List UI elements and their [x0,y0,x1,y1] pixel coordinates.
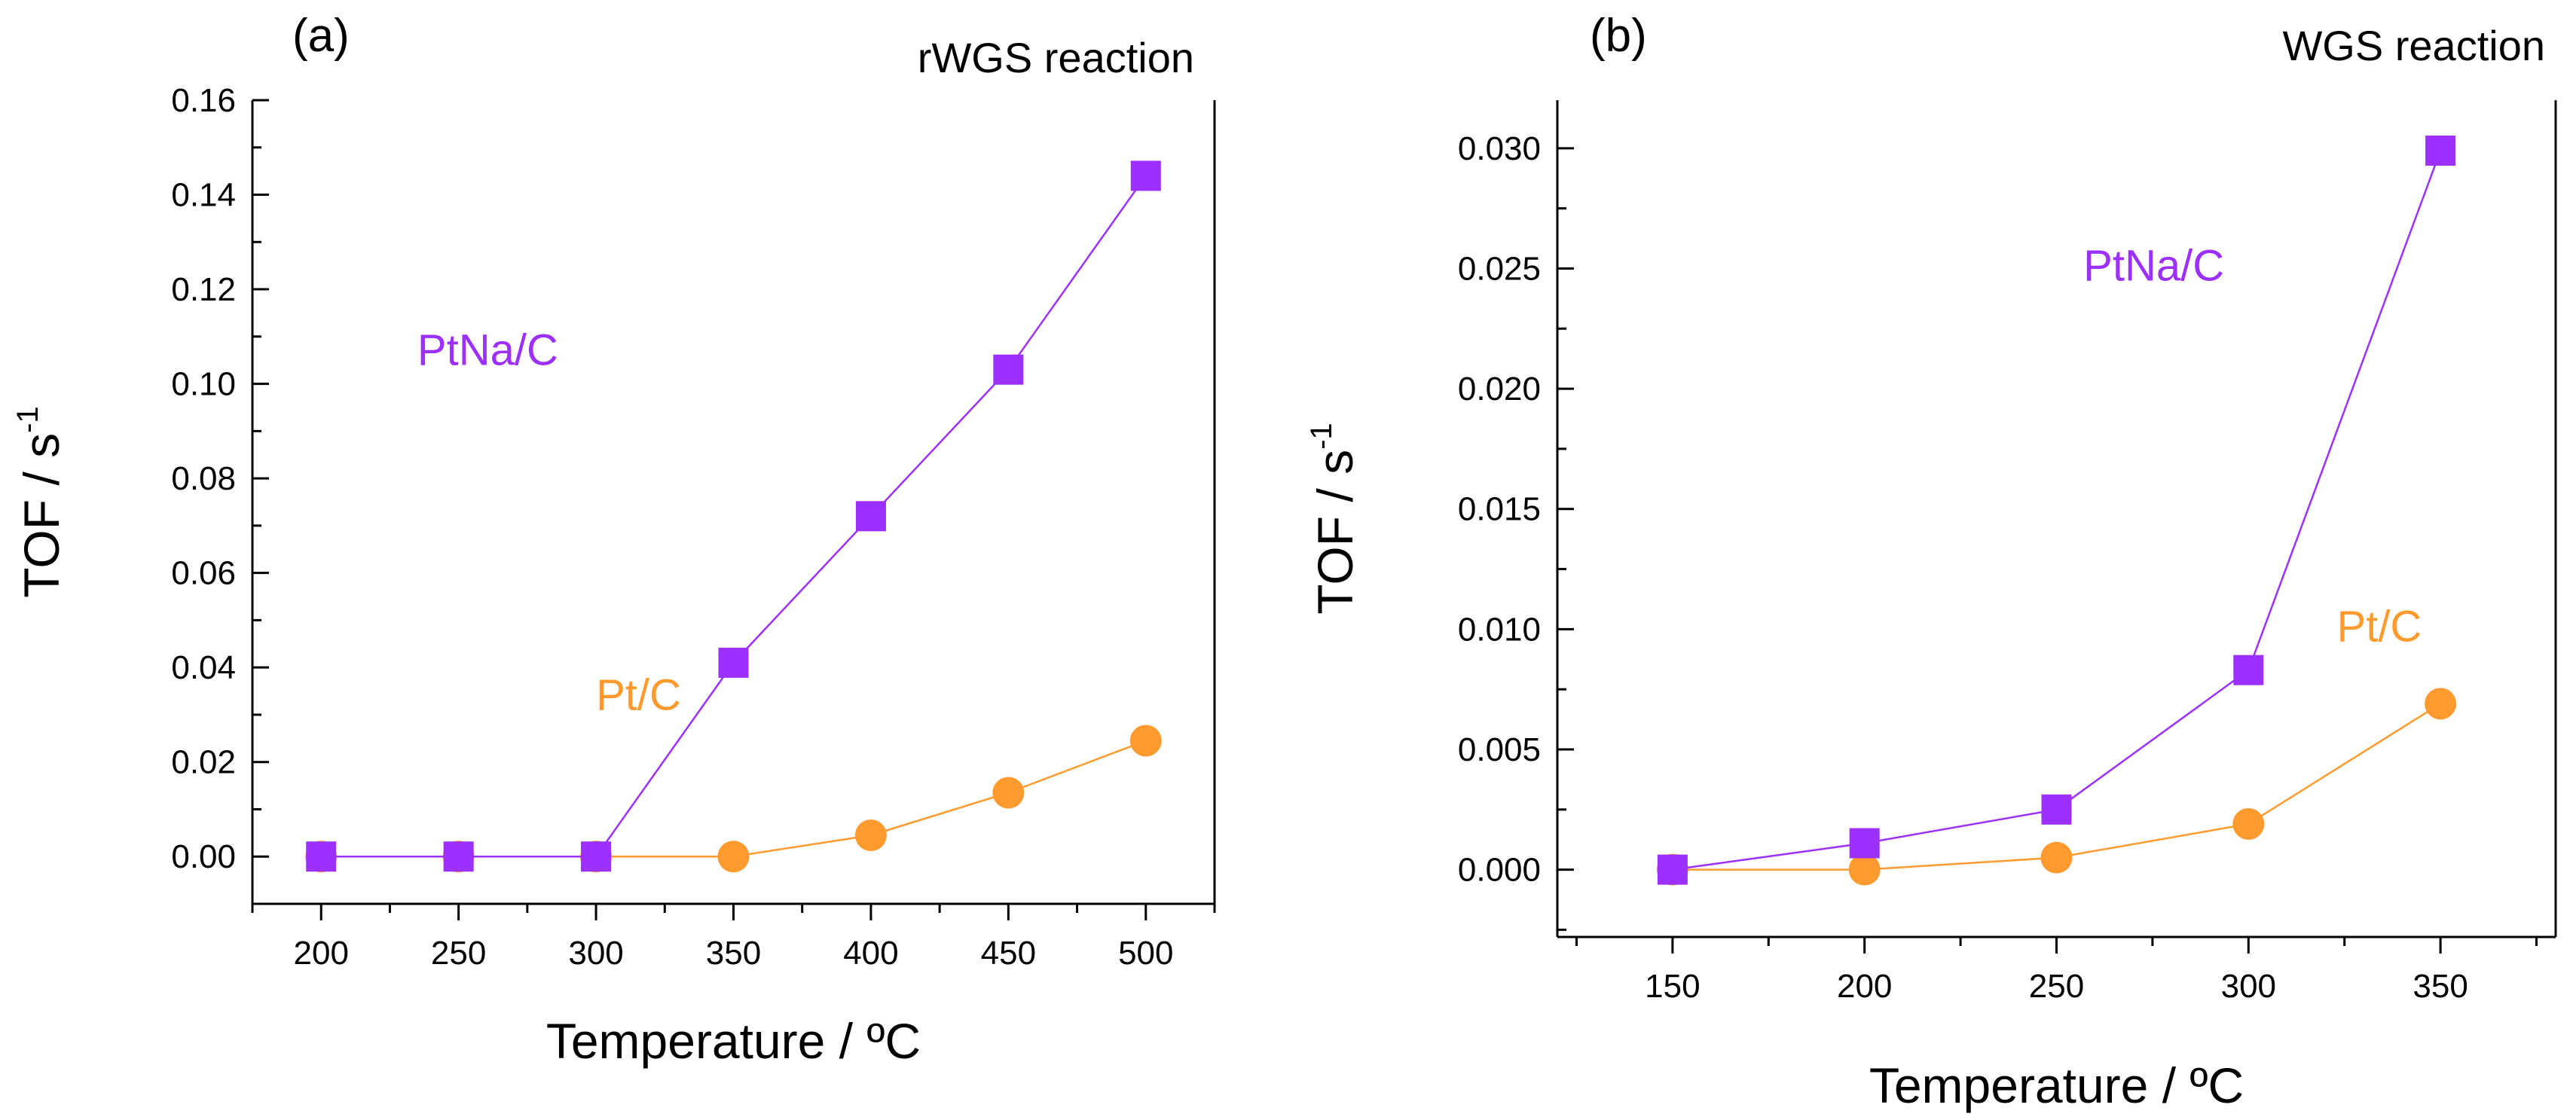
panel-a-x-tick-label: 300 [568,935,623,972]
panel-b-wgs-chart: 150 200 250 300 350 0.000 0.005 0.010 0.015 0.020… [1305,10,2557,1113]
panel-b-y-tick-label: 0.015 [1458,491,1541,528]
panel-a-x-tick-label: 500 [1118,935,1173,972]
panel-b-x-tick-label: 250 [2029,968,2084,1005]
panel-b-x-tick-label: 200 [1837,968,1892,1005]
panel-a-y-tick-label: 0.08 [171,460,236,497]
panel-a-y-axis-title-main: TOF / s [14,433,69,598]
panel-a-series-label: PtNa/C [417,325,558,374]
panel-b-data-point-square [1657,854,1688,885]
panel-a-series-line [321,175,1147,858]
panel-a-title: rWGS reaction [918,34,1194,81]
panel-b-x-tick-label: 150 [1645,968,1700,1005]
panel-a-series-pt-c [305,725,1162,873]
panel-b-y-tick-label: 0.005 [1458,731,1541,768]
panel-b-axes-frame [1556,100,2557,954]
panel-a-data-point-square [581,841,612,872]
panel-a-series-ptna-c [306,160,1161,872]
panel-b-series-line [1672,150,2442,871]
panel-a-data-point-square [855,501,886,532]
panel-a-y-tick-label: 0.16 [171,82,236,119]
panel-b-data-point-circle [1848,853,1881,886]
panel-a-data-point-square [718,647,749,678]
panel-b-series-label: Pt/C [2337,602,2422,651]
panel-a-data-point-circle [992,777,1025,809]
panel-b-data-point-square [2233,655,2264,685]
panel-a-y-tick-label: 0.10 [171,366,236,403]
panel-a-axes-frame [251,99,1216,920]
panel-a-x-tick-label: 250 [431,935,486,972]
panel-a-data-point-circle [854,819,887,851]
panel-b-series-ptna-c [1657,136,2456,885]
panel-a-x-tick-label: 350 [706,935,761,972]
panel-b-data-point-square [1849,828,1880,859]
panel-b-y-axis-title: TOF / s-1 [1305,423,1363,614]
panel-a-y-tick-label: 0.00 [171,838,236,875]
panel-a-data-point-square [1130,160,1161,191]
panel-b-series-label: PtNa/C [2083,241,2224,290]
panel-b-y-axis-title-main: TOF / s [1307,450,1363,615]
panel-b-label: (b) [1590,10,1647,62]
panel-b-y-tick-label: 0.010 [1458,611,1541,648]
panel-b-title: WGS reaction [2282,22,2545,69]
panel-b-y-axis-title-superscript: -1 [1305,423,1338,450]
panel-a-label: (a) [292,10,350,62]
panel-b-y-tick-label: 0.030 [1458,130,1541,167]
panel-b-data-point-circle [2232,807,2265,840]
panel-a-rwgs-chart: 200 250 300 350 400 450 500 0.00 0.02 0.04 0.06 0.0… [11,10,1216,1069]
panel-a-data-point-circle [717,841,750,873]
panel-a-y-tick-label: 0.04 [171,649,236,686]
panel-b-x-tick-label: 300 [2221,968,2276,1005]
panel-a-data-point-square [993,354,1024,385]
panel-a-y-axis-title-superscript: -1 [11,406,44,433]
panel-b-data-point-square [2041,794,2072,825]
panel-a-y-tick-label: 0.02 [171,744,236,781]
panel-a-data-point-square [443,841,474,872]
panel-a-y-tick-label: 0.12 [171,271,236,308]
panel-b-y-tick-label: 0.020 [1458,371,1541,407]
panel-a-data-point-square [306,841,337,872]
panel-a-series-label: Pt/C [596,671,681,720]
panel-a-x-axis-title: Temperature / ºC [546,1013,921,1069]
panel-b-data-point-circle [2040,841,2073,874]
panel-a-x-tick-label: 200 [294,935,349,972]
panel-b-y-tick-label: 0.000 [1458,852,1541,889]
panel-b-data-point-circle [2425,688,2457,720]
panel-b-data-point-square [2425,136,2456,166]
panel-a-x-tick-label: 450 [981,935,1036,972]
panel-b-x-axis-title: Temperature / ºC [1869,1057,2244,1113]
panel-a-data-point-circle [1129,725,1162,757]
panel-b-x-tick-label: 350 [2413,968,2468,1005]
panel-a-y-tick-label: 0.14 [171,177,236,214]
panel-a-y-axis-title: TOF / s-1 [11,406,69,597]
panel-b-y-tick-label: 0.025 [1458,250,1541,287]
panel-a-x-tick-label: 400 [843,935,898,972]
panel-a-y-tick-label: 0.06 [171,555,236,592]
